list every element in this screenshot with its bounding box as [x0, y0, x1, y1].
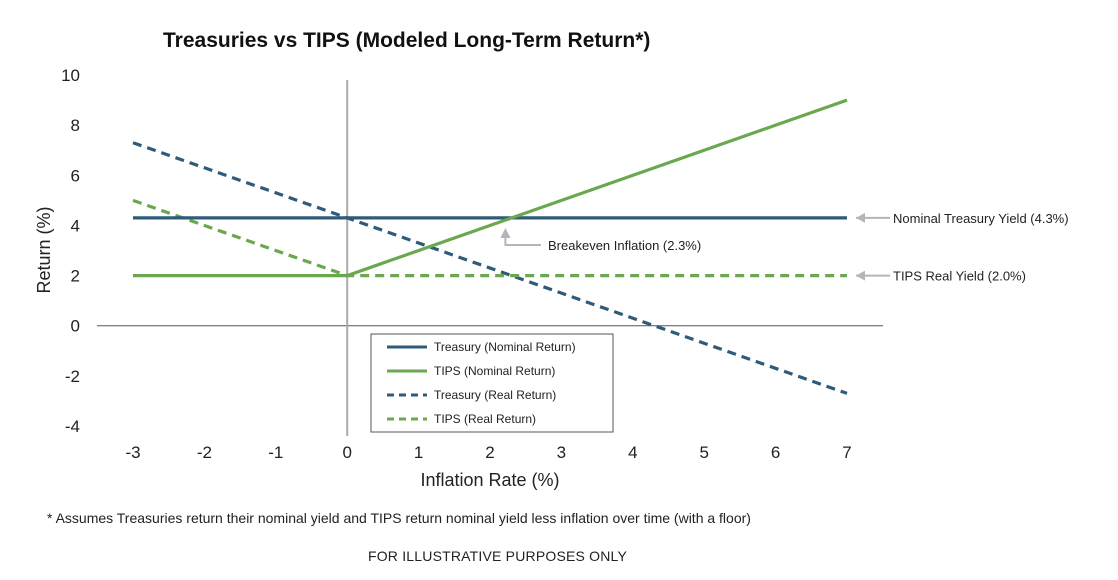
x-tick-label: -2	[197, 443, 212, 462]
y-tick-label: 0	[71, 317, 80, 336]
legend: Treasury (Nominal Return) TIPS (Nominal R…	[370, 333, 614, 433]
y-tick-label: 6	[71, 166, 80, 185]
y-tick-label: 4	[71, 216, 80, 235]
axes: -4 -2 0 2 4 6 8 10 -3 -2 -1 0 1 2 3 4 5 6 7	[61, 66, 883, 462]
x-tick-label: -1	[268, 443, 283, 462]
series-line-tips-real-return	[132, 198, 847, 278]
chart-title: Treasuries vs TIPS (Modeled Long-Term Re…	[163, 29, 650, 52]
x-tick-label: 4	[628, 443, 637, 462]
x-axis-label: Inflation Rate (%)	[420, 470, 559, 490]
x-tick-label: 1	[414, 443, 423, 462]
y-tick-label: -2	[65, 367, 80, 386]
legend-box	[370, 333, 614, 433]
y-tick-label: 8	[71, 116, 80, 135]
y-tick-label: 2	[71, 267, 80, 286]
chart-svg: Treasuries vs TIPS (Modeled Long-Term Re…	[34, 29, 1069, 490]
x-tick-label: 5	[699, 443, 708, 462]
series-line-tips-nominal-return	[133, 98, 848, 278]
disclaimer: FOR ILLUSTRATIVE PURPOSES ONLY	[367, 548, 628, 564]
annotations: Nominal Treasury Yield (4.3%) TIPS Real Y…	[500, 211, 1069, 284]
nominal-yield-label: Nominal Treasury Yield (4.3%)	[893, 211, 1069, 226]
footnote: * Assumes Treasuries return their nomina…	[47, 510, 751, 526]
breakeven-arrow-head	[500, 228, 511, 238]
nominal-yield-arrow-head	[856, 212, 865, 223]
x-tick-label: 2	[485, 443, 494, 462]
breakeven-arrow-shaft	[504, 236, 541, 246]
x-tick-label: 6	[771, 443, 780, 462]
legend-item-label: TIPS (Nominal Return)	[434, 364, 555, 378]
y-axis-label: Return (%)	[34, 206, 54, 293]
legend-item-label: Treasury (Nominal Return)	[434, 340, 576, 354]
x-tick-label: 7	[842, 443, 851, 462]
x-tick-label: 3	[557, 443, 566, 462]
y-tick-label: -4	[65, 417, 80, 436]
breakeven-label: Breakeven Inflation (2.3%)	[548, 238, 701, 253]
legend-item-label: TIPS (Real Return)	[434, 412, 536, 426]
x-tick-label: -3	[125, 443, 140, 462]
real-yield-label: TIPS Real Yield (2.0%)	[893, 269, 1026, 284]
series-layer	[132, 98, 848, 395]
legend-item-label: Treasury (Real Return)	[434, 388, 556, 402]
y-tick-label: 10	[61, 66, 80, 85]
series-line-treasury-real-return	[132, 141, 848, 395]
x-tick-label: 0	[342, 443, 351, 462]
real-yield-arrow-head	[856, 270, 865, 281]
